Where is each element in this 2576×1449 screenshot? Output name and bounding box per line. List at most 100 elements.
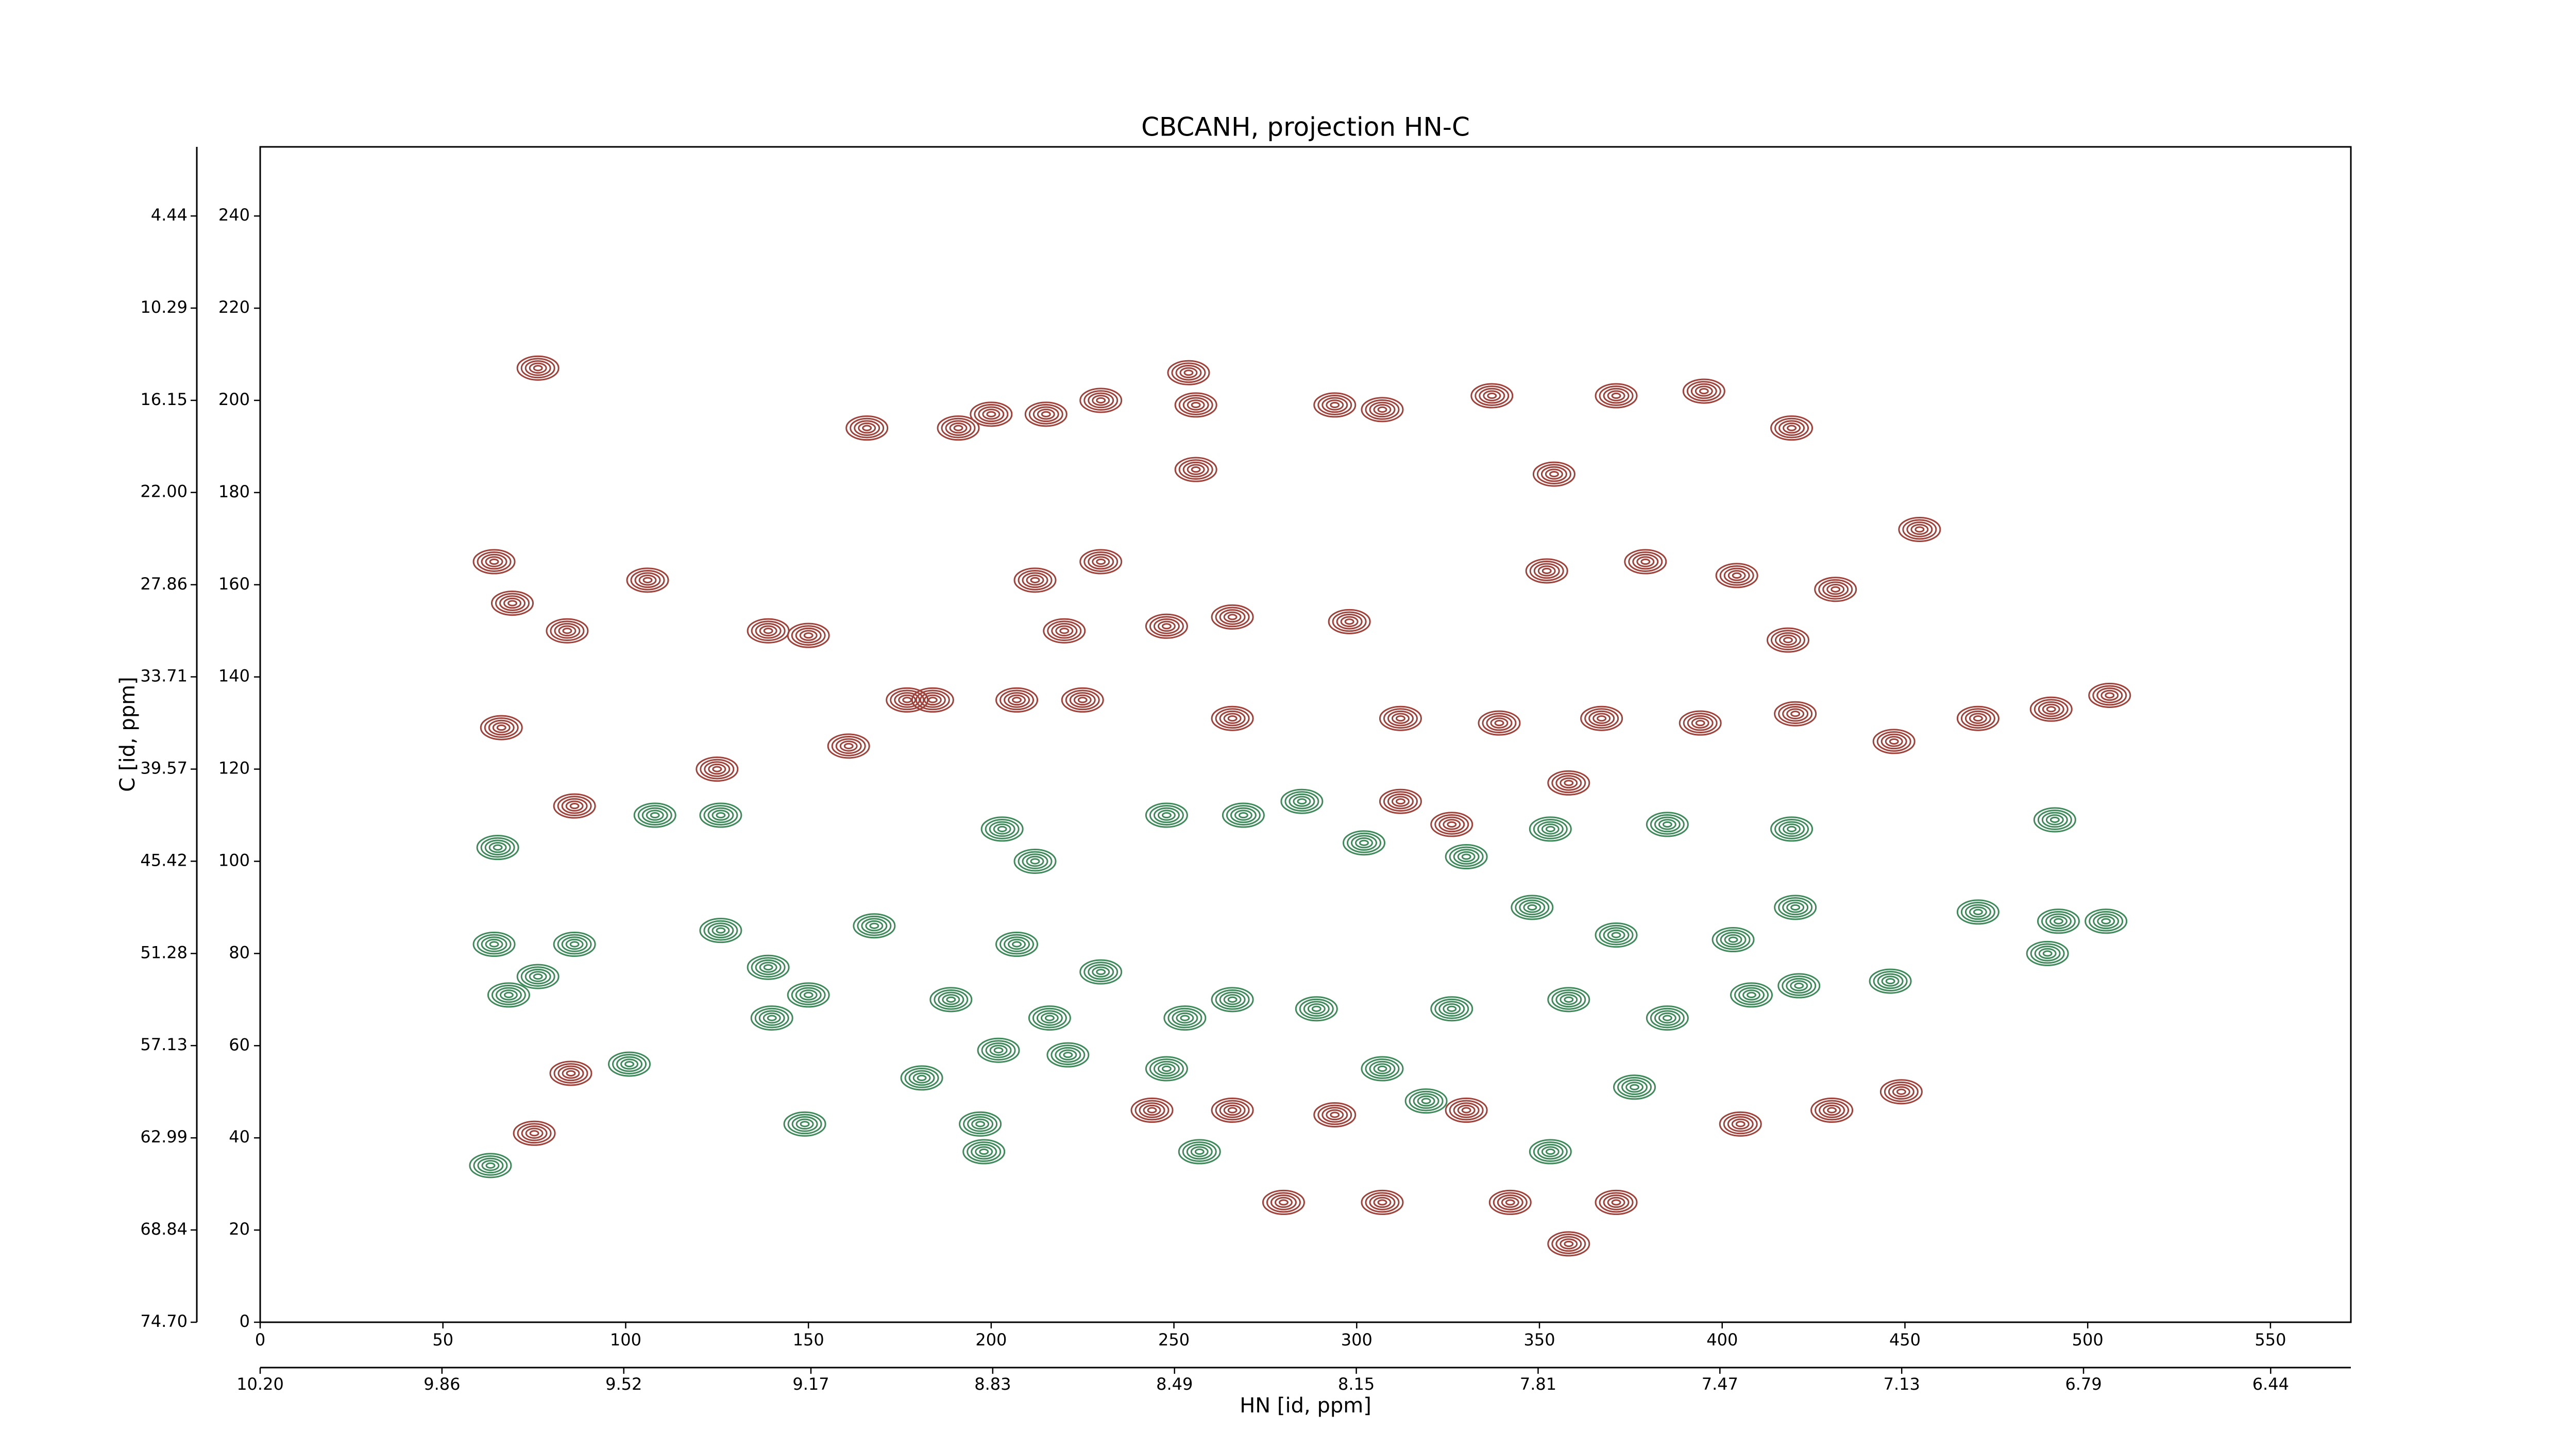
peak-contour: [1145, 802, 1188, 828]
peak-contour: [2026, 940, 2069, 966]
peak-contour: [1174, 457, 1217, 482]
peak-contour: [553, 932, 596, 957]
peak-contour: [995, 687, 1039, 713]
peak-contour: [1145, 613, 1188, 639]
peak-contour: [1624, 549, 1667, 575]
peak-contour: [1679, 710, 1722, 736]
y-tick-label: 40: [229, 1127, 250, 1147]
peak-contour: [911, 687, 954, 713]
peak-contour: [549, 1060, 592, 1086]
peak-contour: [1028, 1005, 1071, 1031]
peak-contour: [853, 913, 896, 939]
y-tick-label: 140: [218, 666, 250, 686]
y-tick-label: 80: [229, 942, 250, 962]
peak-contour: [1580, 705, 1623, 731]
x-tick-label: 500: [2072, 1330, 2104, 1350]
peak-contour: [1145, 1056, 1188, 1082]
peak-contour: [1262, 1189, 1305, 1215]
peak-contour: [1547, 1231, 1590, 1257]
peak-contour: [970, 401, 1013, 427]
y2-tick-label: 33.71: [140, 666, 188, 686]
x2-tick-label: 7.47: [1702, 1374, 1738, 1394]
x2-tick-label: 6.44: [2252, 1374, 2289, 1394]
y-tick-label: 20: [229, 1219, 250, 1239]
peak-contour: [1766, 627, 1809, 653]
peak-contour: [1529, 1139, 1572, 1165]
peak-contour: [1613, 1074, 1656, 1100]
y-tick-label: 240: [218, 205, 250, 225]
peak-contour: [1211, 604, 1254, 630]
peak-contour: [2029, 696, 2073, 722]
y2-tick-label: 39.57: [140, 759, 188, 778]
peak-contour: [995, 932, 1039, 957]
peak-contour: [1595, 383, 1638, 409]
x2-tick-label: 6.79: [2065, 1374, 2102, 1394]
peak-contour: [1404, 1088, 1448, 1114]
peak-contour: [1361, 1056, 1404, 1082]
peak-contour: [1872, 729, 1916, 754]
y2-tick-label: 57.13: [140, 1035, 188, 1054]
peak-contour: [1529, 816, 1572, 842]
peak-contour: [1024, 401, 1067, 427]
peak-contour: [491, 590, 534, 616]
peak-contour: [1814, 577, 1857, 602]
peak-contour: [633, 802, 676, 828]
peak-contour: [1430, 812, 1473, 837]
y2-tick-label: 4.44: [151, 205, 188, 225]
x-tick-label: 400: [1706, 1330, 1738, 1350]
x-tick-label: 300: [1341, 1330, 1372, 1350]
y-tick-label: 100: [218, 850, 250, 870]
x2-tick-label: 8.49: [1156, 1374, 1193, 1394]
peak-contour: [1547, 987, 1590, 1013]
peak-contour: [1525, 558, 1568, 584]
y2-tick-label: 68.84: [140, 1219, 188, 1239]
peak-contour: [1488, 1189, 1532, 1215]
peak-contour: [480, 715, 523, 740]
peak-contour: [1719, 1111, 1762, 1137]
x-tick-label: 450: [1889, 1330, 1921, 1350]
y2-tick-label: 27.86: [140, 574, 188, 594]
peak-contour: [845, 415, 889, 441]
x-tick-label: 100: [610, 1330, 641, 1350]
peak-contour: [1898, 516, 1941, 542]
peak-contour: [750, 1005, 793, 1031]
y-tick-label: 120: [218, 759, 250, 778]
peak-contour: [1777, 973, 1821, 999]
peak-contour: [1810, 1098, 1854, 1123]
peak-contour: [469, 1153, 512, 1178]
peak-contour: [1295, 996, 1338, 1022]
y2-tick-label: 45.42: [140, 850, 188, 870]
x-tick-label: 350: [1524, 1330, 1555, 1350]
peak-contour: [1061, 687, 1104, 713]
y2-tick-label: 62.99: [140, 1127, 188, 1147]
y2-tick-label: 51.28: [140, 942, 188, 962]
peak-contour: [787, 622, 830, 648]
peak-contour: [1163, 1005, 1207, 1031]
peak-contour: [980, 816, 1024, 842]
peak-contour: [1079, 549, 1123, 575]
peak-contour: [2033, 807, 2076, 833]
peak-contour: [1445, 1098, 1488, 1123]
peak-contour: [608, 1051, 651, 1077]
peak-contour: [1869, 968, 1912, 994]
peak-contour: [1343, 830, 1386, 856]
peak-contour: [1774, 701, 1817, 727]
peak-contour: [1711, 927, 1755, 953]
peak-contour: [783, 1111, 826, 1137]
x2-tick-label: 7.81: [1520, 1374, 1556, 1394]
x-tick-label: 150: [793, 1330, 824, 1350]
plot-frame: [259, 146, 2352, 1323]
y-tick-label: 220: [218, 297, 250, 317]
peak-contour: [1511, 895, 1554, 920]
peak-contour: [787, 982, 830, 1008]
x-tick-label: 0: [255, 1330, 265, 1350]
peak-contour: [827, 733, 870, 759]
peak-contour: [1313, 392, 1357, 418]
peak-contour: [1715, 563, 1758, 588]
peak-contour: [1470, 383, 1514, 409]
peak-contour: [516, 355, 560, 381]
peak-contour: [937, 415, 980, 441]
x2-tick-label: 9.17: [792, 1374, 829, 1394]
y-axis-label: C [id, ppm]: [116, 677, 140, 792]
peak-contour: [1682, 378, 1725, 404]
